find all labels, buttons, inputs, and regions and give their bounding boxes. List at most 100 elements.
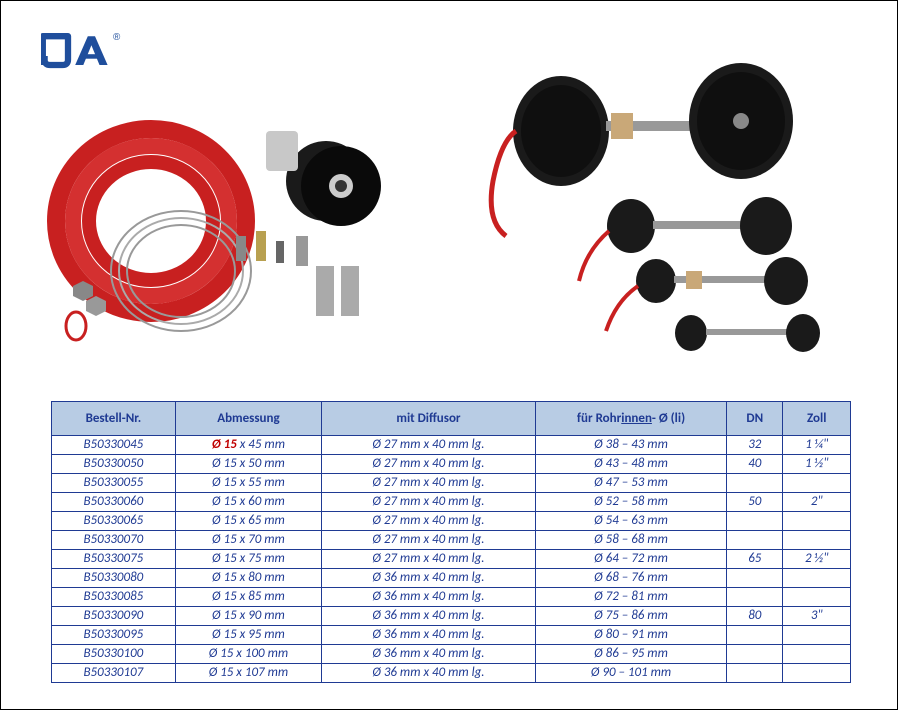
- cell-dn: [727, 569, 783, 588]
- cell-bestell: B50330095: [52, 626, 176, 645]
- cell-diffusor: Ø 27 mm x 40 mm lg.: [322, 436, 536, 455]
- cell-rohr: Ø 47 – 53 mm: [535, 474, 726, 493]
- cell-abmessung: Ø 15 x 50 mm: [175, 455, 321, 474]
- cell-dn: [727, 474, 783, 493]
- cell-diffusor: Ø 36 mm x 40 mm lg.: [322, 626, 536, 645]
- cell-dn: 32: [727, 436, 783, 455]
- product-table: Bestell-Nr. Abmessung mit Diffusor für R…: [51, 401, 851, 683]
- cell-dn: [727, 531, 783, 550]
- cell-rohr: Ø 43 – 48 mm: [535, 455, 726, 474]
- col-header-zoll: Zoll: [783, 402, 851, 436]
- svg-text:®: ®: [113, 32, 121, 43]
- cell-dn: [727, 626, 783, 645]
- cell-rohr: Ø 68 – 76 mm: [535, 569, 726, 588]
- cell-bestell: B50330050: [52, 455, 176, 474]
- cell-abmessung: Ø 15 x 107 mm: [175, 664, 321, 683]
- cell-abmessung: Ø 15 x 85 mm: [175, 588, 321, 607]
- cell-bestell: B50330085: [52, 588, 176, 607]
- cell-zoll: 3": [783, 607, 851, 626]
- col-header-dn: DN: [727, 402, 783, 436]
- cell-zoll: [783, 474, 851, 493]
- cell-dn: [727, 512, 783, 531]
- cell-diffusor: Ø 27 mm x 40 mm lg.: [322, 474, 536, 493]
- cell-abmessung: Ø 15 x 90 mm: [175, 607, 321, 626]
- cell-dn: 50: [727, 493, 783, 512]
- cell-rohr: Ø 80 – 91 mm: [535, 626, 726, 645]
- cell-abmessung: Ø 15 x 45 mm: [175, 436, 321, 455]
- brand-logo: ®: [41, 29, 131, 74]
- cell-dn: [727, 664, 783, 683]
- cell-zoll: 1 ½": [783, 455, 851, 474]
- cell-abmessung: Ø 15 x 55 mm: [175, 474, 321, 493]
- cell-diffusor: Ø 27 mm x 40 mm lg.: [322, 512, 536, 531]
- cell-zoll: [783, 626, 851, 645]
- table-row: B50330100Ø 15 x 100 mmØ 36 mm x 40 mm lg…: [52, 645, 851, 664]
- cell-zoll: 1 ¼": [783, 436, 851, 455]
- cell-diffusor: Ø 27 mm x 40 mm lg.: [322, 455, 536, 474]
- cell-bestell: B50330090: [52, 607, 176, 626]
- cell-rohr: Ø 58 – 68 mm: [535, 531, 726, 550]
- table-row: B50330060Ø 15 x 60 mmØ 27 mm x 40 mm lg.…: [52, 493, 851, 512]
- cell-bestell: B50330070: [52, 531, 176, 550]
- table-row: B50330065Ø 15 x 65 mmØ 27 mm x 40 mm lg.…: [52, 512, 851, 531]
- col-header-diffusor: mit Diffusor: [322, 402, 536, 436]
- col-header-bestell: Bestell-Nr.: [52, 402, 176, 436]
- cell-abmessung: Ø 15 x 95 mm: [175, 626, 321, 645]
- cell-dn: 65: [727, 550, 783, 569]
- col-header-rohrinnen: für Rohrinnen- Ø (li): [535, 402, 726, 436]
- cell-bestell: B50330075: [52, 550, 176, 569]
- cell-abmessung: Ø 15 x 70 mm: [175, 531, 321, 550]
- cell-bestell: B50330065: [52, 512, 176, 531]
- cell-zoll: 2": [783, 493, 851, 512]
- table-row: B50330075Ø 15 x 75 mmØ 27 mm x 40 mm lg.…: [52, 550, 851, 569]
- table-row: B50330080Ø 15 x 80 mmØ 36 mm x 40 mm lg.…: [52, 569, 851, 588]
- table-row: B50330050Ø 15 x 50 mmØ 27 mm x 40 mm lg.…: [52, 455, 851, 474]
- spec-table: Bestell-Nr. Abmessung mit Diffusor für R…: [51, 401, 851, 683]
- cell-rohr: Ø 90 – 101 mm: [535, 664, 726, 683]
- cell-bestell: B50330080: [52, 569, 176, 588]
- cell-bestell: B50330100: [52, 645, 176, 664]
- cell-zoll: [783, 588, 851, 607]
- cell-dn: 80: [727, 607, 783, 626]
- table-row: B50330095Ø 15 x 95 mmØ 36 mm x 40 mm lg.…: [52, 626, 851, 645]
- cell-zoll: [783, 512, 851, 531]
- cell-dn: [727, 645, 783, 664]
- table-row: B50330107Ø 15 x 107 mmØ 36 mm x 40 mm lg…: [52, 664, 851, 683]
- cell-abmessung: Ø 15 x 60 mm: [175, 493, 321, 512]
- cell-bestell: B50330045: [52, 436, 176, 455]
- cell-diffusor: Ø 36 mm x 40 mm lg.: [322, 569, 536, 588]
- cell-abmessung: Ø 15 x 75 mm: [175, 550, 321, 569]
- cell-rohr: Ø 54 – 63 mm: [535, 512, 726, 531]
- cell-bestell: B50330107: [52, 664, 176, 683]
- product-image-hose-kit: [41, 91, 401, 361]
- cell-abmessung: Ø 15 x 80 mm: [175, 569, 321, 588]
- cell-diffusor: Ø 36 mm x 40 mm lg.: [322, 607, 536, 626]
- cell-bestell: B50330055: [52, 474, 176, 493]
- cell-rohr: Ø 64 – 72 mm: [535, 550, 726, 569]
- cell-bestell: B50330060: [52, 493, 176, 512]
- cell-rohr: Ø 86 – 95 mm: [535, 645, 726, 664]
- cell-diffusor: Ø 36 mm x 40 mm lg.: [322, 588, 536, 607]
- cell-zoll: 2 ½": [783, 550, 851, 569]
- cell-diffusor: Ø 27 mm x 40 mm lg.: [322, 531, 536, 550]
- table-row: B50330085Ø 15 x 85 mmØ 36 mm x 40 mm lg.…: [52, 588, 851, 607]
- cell-diffusor: Ø 27 mm x 40 mm lg.: [322, 550, 536, 569]
- product-image-diffusors: [431, 41, 861, 371]
- cell-rohr: Ø 52 – 58 mm: [535, 493, 726, 512]
- cell-rohr: Ø 38 – 43 mm: [535, 436, 726, 455]
- cell-diffusor: Ø 27 mm x 40 mm lg.: [322, 493, 536, 512]
- cell-diffusor: Ø 36 mm x 40 mm lg.: [322, 664, 536, 683]
- cell-zoll: [783, 664, 851, 683]
- cell-zoll: [783, 645, 851, 664]
- cell-zoll: [783, 531, 851, 550]
- cell-abmessung: Ø 15 x 100 mm: [175, 645, 321, 664]
- cell-abmessung: Ø 15 x 65 mm: [175, 512, 321, 531]
- col-header-abmessung: Abmessung: [175, 402, 321, 436]
- cell-dn: 40: [727, 455, 783, 474]
- cell-rohr: Ø 72 – 81 mm: [535, 588, 726, 607]
- table-row: B50330070Ø 15 x 70 mmØ 27 mm x 40 mm lg.…: [52, 531, 851, 550]
- table-row: B50330045Ø 15 x 45 mmØ 27 mm x 40 mm lg.…: [52, 436, 851, 455]
- cell-zoll: [783, 569, 851, 588]
- table-header-row: Bestell-Nr. Abmessung mit Diffusor für R…: [52, 402, 851, 436]
- cell-diffusor: Ø 36 mm x 40 mm lg.: [322, 645, 536, 664]
